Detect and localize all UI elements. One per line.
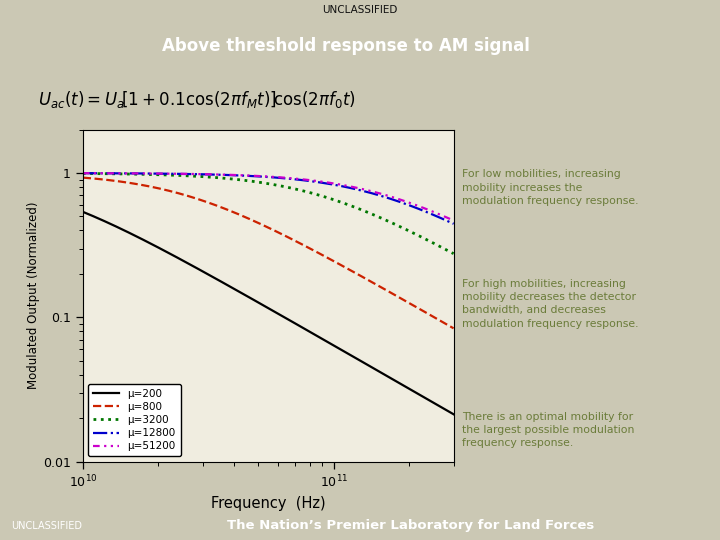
Line: μ=3200: μ=3200 bbox=[83, 173, 454, 254]
Legend: μ=200, μ=800, μ=3200, μ=12800, μ=51200: μ=200, μ=800, μ=3200, μ=12800, μ=51200 bbox=[88, 383, 181, 456]
μ=51200 bbox=[255, 173, 264, 179]
μ=200 bbox=[279, 314, 288, 320]
μ=800 bbox=[449, 325, 458, 332]
Line: μ=200: μ=200 bbox=[83, 212, 454, 414]
μ=800 bbox=[257, 221, 266, 227]
μ=3200 bbox=[279, 183, 288, 190]
μ=3200 bbox=[441, 246, 449, 252]
Text: UNCLASSIFIED: UNCLASSIFIED bbox=[11, 521, 82, 531]
Text: For high mobilities, increasing
mobility decreases the detector
bandwidth, and d: For high mobilities, increasing mobility… bbox=[462, 279, 639, 329]
μ=51200 bbox=[78, 170, 87, 177]
X-axis label: Frequency  (Hz): Frequency (Hz) bbox=[211, 496, 325, 511]
Text: Above threshold response to AM signal: Above threshold response to AM signal bbox=[162, 37, 529, 55]
μ=3200 bbox=[257, 179, 266, 186]
Text: For low mobilities, increasing
mobility increases the
modulation frequency respo: For low mobilities, increasing mobility … bbox=[462, 170, 639, 206]
Text: The Nation’s Premier Laboratory for Land Forces: The Nation’s Premier Laboratory for Land… bbox=[227, 519, 594, 532]
μ=51200 bbox=[279, 174, 288, 181]
μ=200 bbox=[300, 325, 308, 332]
Text: There is an optimal mobility for
the largest possible modulation
frequency respo: There is an optimal mobility for the lar… bbox=[462, 412, 635, 448]
μ=3200 bbox=[382, 217, 391, 224]
μ=51200 bbox=[441, 213, 449, 220]
μ=12800 bbox=[279, 175, 288, 181]
μ=12800 bbox=[257, 173, 266, 180]
μ=12800 bbox=[449, 220, 458, 227]
μ=3200 bbox=[449, 251, 458, 257]
μ=12800 bbox=[300, 177, 308, 184]
Line: μ=12800: μ=12800 bbox=[83, 173, 454, 224]
μ=51200 bbox=[449, 217, 458, 224]
μ=12800 bbox=[441, 217, 449, 223]
μ=51200 bbox=[257, 173, 266, 179]
Line: μ=51200: μ=51200 bbox=[83, 173, 454, 220]
Y-axis label: Modulated Output (Normalized): Modulated Output (Normalized) bbox=[27, 202, 40, 389]
μ=800 bbox=[78, 174, 87, 181]
μ=800 bbox=[382, 287, 391, 294]
μ=800 bbox=[300, 242, 308, 248]
μ=200 bbox=[441, 406, 449, 413]
μ=3200 bbox=[78, 170, 87, 177]
μ=12800 bbox=[78, 170, 87, 177]
μ=200 bbox=[382, 373, 391, 379]
μ=200 bbox=[449, 411, 458, 417]
μ=200 bbox=[257, 301, 266, 307]
Text: $U_{ac}(t)=U_a\!\left[1+0.1\cos\!\left(2\pi f_M t\right)\right]\!\cos\!\left(2\p: $U_{ac}(t)=U_a\!\left[1+0.1\cos\!\left(2… bbox=[38, 90, 356, 110]
μ=3200 bbox=[255, 179, 264, 185]
Line: μ=800: μ=800 bbox=[83, 178, 454, 328]
μ=800 bbox=[255, 220, 264, 226]
μ=12800 bbox=[255, 173, 264, 180]
μ=3200 bbox=[300, 188, 308, 194]
μ=200 bbox=[78, 208, 87, 215]
μ=800 bbox=[279, 232, 288, 238]
μ=51200 bbox=[300, 176, 308, 183]
μ=12800 bbox=[382, 194, 391, 201]
Text: UNCLASSIFIED: UNCLASSIFIED bbox=[323, 5, 397, 15]
μ=51200 bbox=[382, 192, 391, 199]
μ=800 bbox=[441, 320, 449, 327]
μ=200 bbox=[255, 300, 264, 306]
